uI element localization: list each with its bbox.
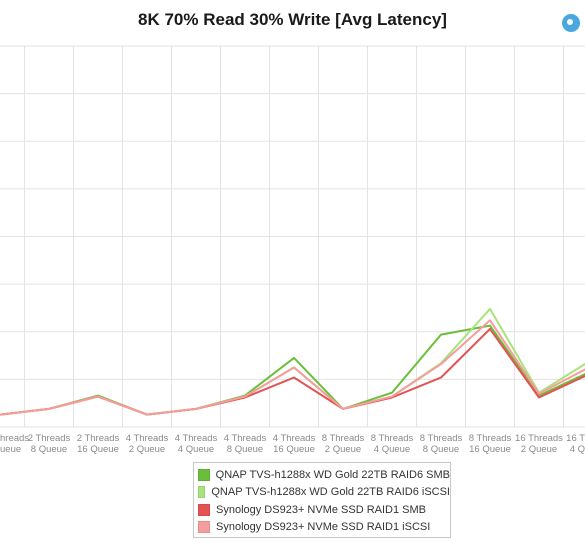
legend-item[interactable]: Synology DS923+ NVMe SSD RAID1 SMB <box>198 501 450 519</box>
legend: QNAP TVS-h1288x WD Gold 22TB RAID6 SMB QN… <box>193 462 451 538</box>
legend-item[interactable]: QNAP TVS-h1288x WD Gold 22TB RAID6 iSCSI <box>198 484 450 502</box>
legend-item[interactable]: QNAP TVS-h1288x WD Gold 22TB RAID6 SMB <box>198 466 450 484</box>
x-tick-label: ueue <box>0 444 21 455</box>
x-tick-label: 4 Queue <box>374 444 410 455</box>
x-tick-label: hreads <box>0 433 29 444</box>
x-tick-label: 16 Queue <box>77 444 119 455</box>
legend-label: QNAP TVS-h1288x WD Gold 22TB RAID6 iSCSI <box>211 486 450 499</box>
legend-swatch <box>198 503 210 516</box>
x-tick-label: 8 Queue <box>227 444 263 455</box>
legend-label: QNAP TVS-h1288x WD Gold 22TB RAID6 SMB <box>215 468 450 481</box>
legend-swatch <box>198 521 210 534</box>
x-tick-label: 2 Threads <box>28 433 71 444</box>
x-tick-label: 8 Threads <box>371 433 414 444</box>
x-tick-label: 4 Threads <box>224 433 267 444</box>
x-tick-label: 2 Queue <box>129 444 165 455</box>
x-tick-label: 2 Queue <box>521 444 557 455</box>
x-tick-label: 4 Threads <box>273 433 316 444</box>
x-tick-label: 16 Queue <box>273 444 315 455</box>
x-tick-label: 16 Queue <box>469 444 511 455</box>
x-tick-label: 16 T <box>566 433 585 444</box>
legend-label: Synology DS923+ NVMe SSD RAID1 iSCSI <box>216 521 431 534</box>
x-tick-label: 4 Threads <box>175 433 218 444</box>
chart-title: 8K 70% Read 30% Write [Avg Latency] <box>138 10 447 29</box>
grid <box>0 45 585 428</box>
x-tick-label: 8 Threads <box>420 433 463 444</box>
x-tick-label: 4 Threads <box>126 433 169 444</box>
legend-label: Synology DS923+ NVMe SSD RAID1 SMB <box>216 503 427 516</box>
x-tick-label: 16 Threads <box>515 433 563 444</box>
x-tick-label: 2 Threads <box>77 433 120 444</box>
x-tick-label: 2 Queue <box>325 444 361 455</box>
x-tick-label: 8 Queue <box>31 444 67 455</box>
x-tick-label: 8 Queue <box>423 444 459 455</box>
legend-swatch <box>198 468 210 481</box>
legend-swatch <box>198 486 206 499</box>
legend-item[interactable]: Synology DS923+ NVMe SSD RAID1 iSCSI <box>198 519 450 537</box>
x-tick-label: 8 Threads <box>469 433 512 444</box>
x-tick-label: 4 Q <box>570 444 585 455</box>
series-lines <box>0 307 585 416</box>
x-tick-label: 4 Queue <box>178 444 214 455</box>
logo-icon <box>562 14 580 32</box>
series-line-3 <box>0 327 585 416</box>
series-line-4 <box>0 319 585 416</box>
x-tick-label: 8 Threads <box>322 433 365 444</box>
